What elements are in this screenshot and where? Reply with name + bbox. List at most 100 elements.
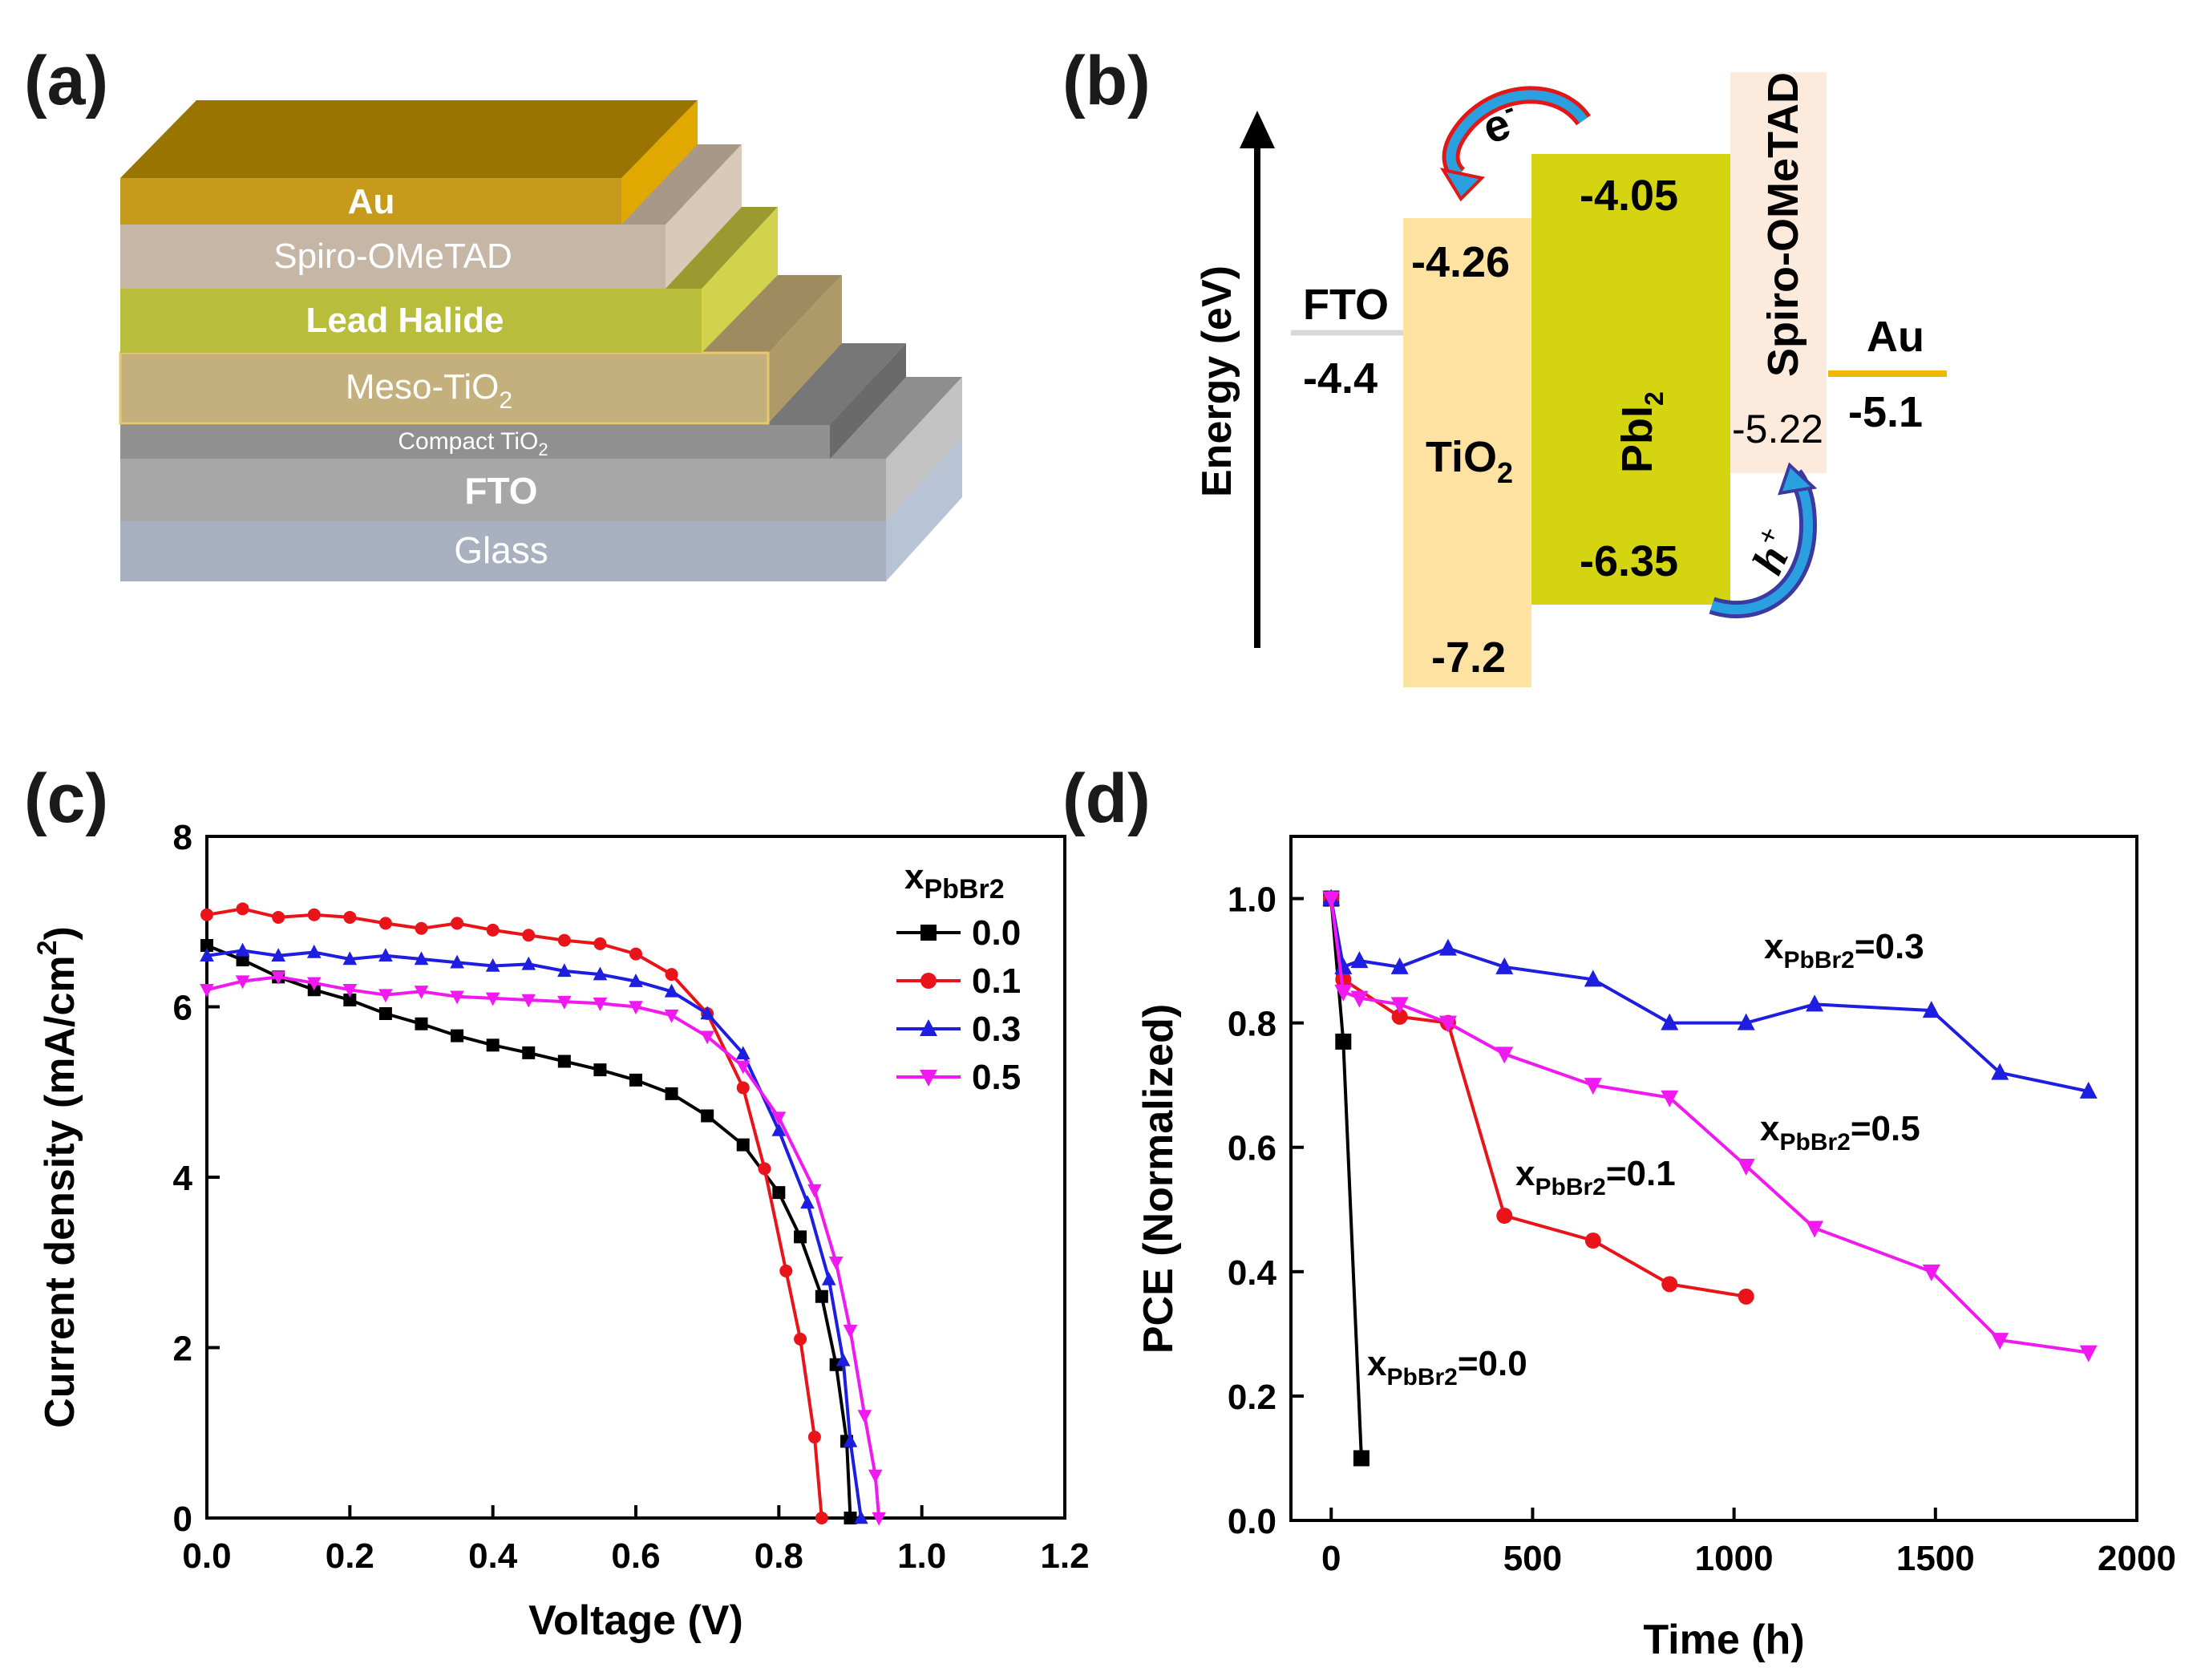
layer-label-fto: FTO [464, 470, 537, 512]
jv-data-point [844, 1512, 857, 1524]
jv-data-point [306, 977, 322, 991]
jv-y-tick-label: 0 [173, 1500, 192, 1539]
jv-data-point [872, 1512, 886, 1526]
jv-data-point [593, 966, 608, 981]
jv-data-point [758, 1162, 771, 1176]
stability-data-point [1738, 1288, 1754, 1305]
jv-series-0.1 [200, 902, 828, 1524]
jv-data-point [235, 975, 250, 990]
stability-data-point [1661, 1276, 1678, 1293]
jv-data-point [828, 1257, 844, 1270]
stability-data-point [1353, 1450, 1370, 1467]
jv-data-point [771, 1111, 787, 1126]
jv-legend-label: 0.5 [972, 1058, 1021, 1097]
jv-data-point [700, 1006, 714, 1020]
jv-data-point [807, 1184, 822, 1198]
jv-data-point [415, 921, 428, 935]
jv-legend-title: xPbBr2 [904, 857, 1005, 905]
jv-data-point [485, 992, 500, 1006]
tio2-label: TiO2 [1426, 433, 1513, 489]
stability-data-point [1737, 1013, 1755, 1030]
stability-chart: 0 500 1000 1500 2000 0.0 0.2 0.4 0.6 0.8 1.0 Time … [1135, 835, 2176, 1663]
jv-data-point [451, 917, 464, 930]
jv-data-point [771, 1122, 787, 1136]
jv-y-tick-label: 6 [173, 989, 192, 1028]
panel-label-c: (c) [24, 760, 108, 837]
layer-au [120, 100, 698, 225]
jv-data-point [807, 1431, 821, 1444]
layer-label-au: Au [348, 182, 395, 221]
jv-data-point [522, 929, 536, 942]
pbi2-label: PbI2 [1613, 391, 1669, 473]
jv-data-point [271, 971, 285, 985]
stability-series-0.1 [1323, 890, 1754, 1305]
jv-chart: 0.0 0.2 0.4 0.6 0.8 1.0 1.2 0 2 4 6 8 Voltage (V) C… [32, 818, 1090, 1644]
jv-x-tick-label: 0.8 [755, 1536, 803, 1576]
stability-x-tick-label: 1500 [1896, 1539, 1975, 1578]
jv-data-point [664, 1009, 679, 1023]
jv-legend-marker [920, 1070, 937, 1087]
jv-legend-marker [920, 925, 937, 941]
energy-diagram: Energy (eV) FTO -4.4 -4.26 TiO2 -7.2 -4.… [1194, 72, 1947, 687]
stability-x-tick-label: 500 [1503, 1539, 1562, 1578]
jv-x-tick-label: 0.0 [182, 1536, 231, 1576]
jv-data-point [593, 998, 608, 1011]
jv-legend-label: 0.0 [972, 913, 1021, 953]
stability-y-tick-label: 1.0 [1228, 880, 1276, 920]
stability-data-point [1991, 1063, 2009, 1080]
stability-data-point [2079, 1081, 2098, 1099]
jv-legend: xPbBr2 0.0 0.1 0.3 0.5 [896, 857, 1021, 1097]
electron-transfer-arrow [1439, 86, 1592, 202]
layer-label-compact-tio2: Compact TiO2 [398, 428, 548, 459]
jv-data-point [843, 1433, 858, 1447]
jv-x-axis-title: Voltage (V) [528, 1597, 743, 1644]
jv-data-point [450, 990, 464, 1005]
jv-data-point [378, 948, 393, 961]
jv-data-point [414, 986, 429, 999]
annotation-x0.5: xPbBr2=0.5 [1760, 1109, 1920, 1156]
jv-data-point [854, 1510, 868, 1524]
stability-x-tick-label: 2000 [2098, 1539, 2176, 1578]
energy-axis-title: Energy (eV) [1194, 265, 1240, 497]
jv-legend-label: 0.3 [972, 1010, 1021, 1049]
jv-y-tick-label: 2 [173, 1330, 192, 1369]
stability-data-point [1661, 1013, 1679, 1030]
fto-label: FTO [1303, 281, 1389, 329]
jv-data-point [235, 942, 250, 957]
tio2-cb: -4.26 [1411, 238, 1510, 286]
tio2-vb: -7.2 [1431, 634, 1506, 682]
spiro-homo: -5.22 [1732, 407, 1823, 451]
jv-data-point [629, 974, 643, 987]
stability-data-point [1495, 1046, 1514, 1064]
au-value: -5.1 [1848, 388, 1923, 436]
stability-data-point [1350, 951, 1369, 969]
jv-data-point [557, 995, 572, 1010]
jv-data-point [557, 963, 572, 978]
jv-data-point [629, 1001, 643, 1015]
annotation-x0.3: xPbBr2=0.3 [1764, 927, 1924, 974]
jv-data-point [800, 1195, 815, 1209]
jv-data-point [857, 1410, 872, 1424]
stability-data-point [1390, 957, 1409, 974]
jv-y-axis-title: Current density (mA/cm2) [32, 926, 83, 1428]
layer-label-glass: Glass [454, 529, 548, 571]
panel-label-b: (b) [1062, 43, 1151, 119]
jv-data-point [485, 957, 500, 972]
stability-data-point [1991, 1333, 2009, 1350]
jv-data-point [815, 1512, 828, 1524]
jv-series-line [206, 949, 863, 1519]
fto-value: -4.4 [1303, 354, 1378, 403]
stability-x-tick-label: 0 [1321, 1539, 1341, 1578]
jv-data-point [794, 1230, 807, 1244]
jv-data-point [307, 908, 321, 921]
jv-data-point [522, 1046, 536, 1059]
panel-label-a: (a) [24, 43, 108, 119]
jv-data-point [735, 1060, 751, 1075]
jv-data-point [415, 1017, 428, 1030]
jv-data-point [868, 1469, 883, 1484]
jv-series-line [206, 944, 852, 1519]
stability-data-point [1584, 1078, 1602, 1095]
stability-data-point [1390, 997, 1409, 1014]
energy-axis-arrowhead [1240, 111, 1275, 148]
